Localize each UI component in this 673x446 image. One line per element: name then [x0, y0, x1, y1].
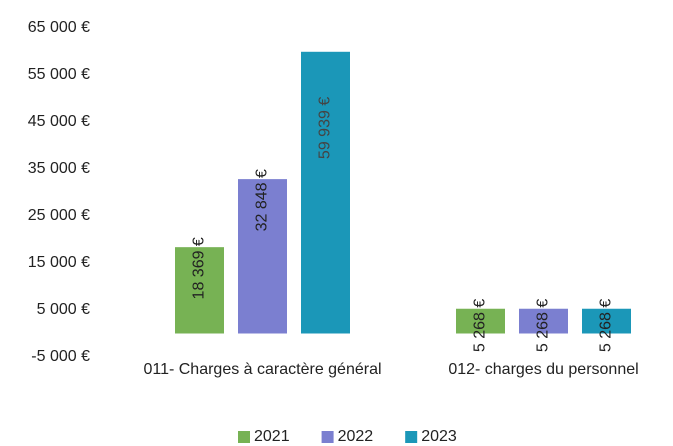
- y-tick-label: 55 000 €: [28, 66, 90, 83]
- y-tick-label: 15 000 €: [28, 254, 90, 271]
- legend-swatch: [405, 431, 418, 443]
- y-tick-label: 25 000 €: [28, 207, 90, 224]
- data-label: 59 939 €: [317, 97, 334, 159]
- y-tick-label: 35 000 €: [28, 160, 90, 177]
- y-tick-label: 65 000 €: [28, 19, 90, 36]
- data-label: 5 268 €: [598, 299, 615, 352]
- y-tick-label: 45 000 €: [28, 113, 90, 130]
- data-label: 5 268 €: [472, 299, 489, 352]
- bar: [238, 179, 287, 334]
- data-label: 32 848 €: [254, 169, 271, 231]
- legend-label: 2022: [338, 428, 374, 445]
- data-label: 5 268 €: [535, 299, 552, 352]
- y-tick-label: -5 000 €: [31, 348, 90, 365]
- bar: [175, 247, 224, 334]
- legend-swatch: [321, 431, 334, 443]
- bar: [456, 308, 505, 334]
- x-tick-label: 012- charges du personnel: [448, 361, 639, 378]
- legend-label: 2023: [421, 428, 457, 445]
- y-tick-label: 5 000 €: [37, 301, 90, 318]
- x-tick-label: 011- Charges à caractère général: [143, 361, 382, 378]
- bar: [582, 308, 631, 334]
- legend-label: 2021: [254, 428, 290, 445]
- legend-swatch: [238, 431, 250, 443]
- data-label: 18 369 €: [191, 237, 208, 299]
- bar: [301, 51, 350, 334]
- bar: [519, 308, 568, 334]
